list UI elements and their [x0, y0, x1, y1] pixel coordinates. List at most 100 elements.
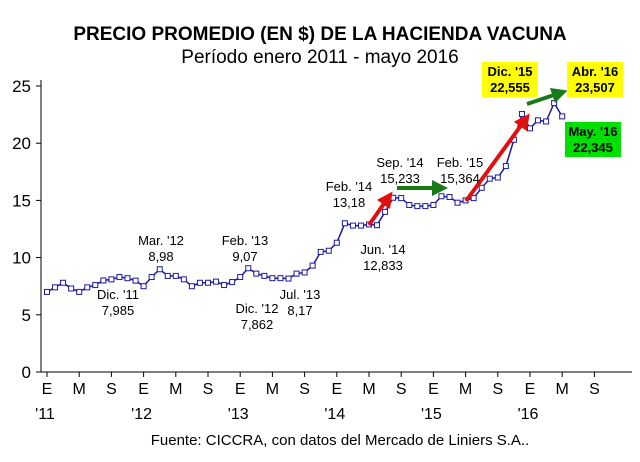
x-tick-label: M	[362, 381, 375, 398]
data-point	[44, 288, 50, 295]
data-point	[205, 279, 211, 286]
data-point	[470, 195, 477, 202]
annotation-value: 12,833	[363, 258, 403, 273]
annotation-label: Dic. '11	[97, 287, 139, 302]
data-point	[301, 269, 308, 276]
annotation-value: 8,98	[148, 249, 173, 264]
data-point	[108, 276, 115, 283]
annotation-label: Abr. '16	[572, 64, 618, 79]
data-point	[454, 199, 461, 206]
x-tick-label: M	[459, 381, 472, 398]
data-point	[237, 274, 244, 281]
data-point	[68, 285, 75, 292]
data-point	[84, 284, 91, 291]
data-point	[277, 275, 284, 282]
x-tick-label: S	[299, 381, 310, 398]
data-point	[438, 193, 445, 200]
annotation-value: 15,364	[440, 171, 480, 186]
data-point	[148, 274, 155, 281]
x-tick-label: M	[73, 381, 86, 398]
data-point	[132, 277, 139, 284]
data-point	[446, 193, 453, 200]
data-point	[333, 239, 340, 246]
y-tick-label: 10	[12, 249, 31, 268]
data-point	[478, 184, 485, 191]
data-point	[156, 266, 163, 273]
data-point	[213, 278, 220, 285]
data-point	[398, 195, 405, 202]
annotation-label: Jul. '13	[280, 287, 321, 302]
y-tick-label: 25	[12, 77, 31, 96]
data-point	[551, 100, 558, 107]
y-tick-label: 20	[12, 134, 31, 153]
annotation-value: 7,985	[102, 303, 135, 318]
annotation-value: 22,555	[490, 80, 530, 95]
annotation-label: May. '16	[568, 124, 617, 139]
annotation-label: Dic. '12	[236, 301, 279, 316]
data-point	[172, 272, 179, 279]
x-tick-label: M	[266, 381, 279, 398]
data-point	[559, 113, 566, 120]
data-point	[414, 203, 421, 210]
data-point	[382, 208, 389, 215]
y-tick-label: 15	[12, 191, 31, 210]
x-tick-label: M	[169, 381, 182, 398]
annotation-value: 8,17	[287, 303, 312, 318]
year-label: '14	[324, 406, 345, 423]
annotation-label: Mar. '12	[138, 233, 184, 248]
data-point	[406, 201, 413, 208]
data-point	[76, 288, 83, 295]
data-point	[309, 262, 316, 269]
x-tick-label: E	[331, 381, 342, 398]
chart-title: PRECIO PROMEDIO (EN $) DE LA HACIENDA VA…	[73, 24, 567, 45]
data-point	[180, 276, 187, 283]
data-point	[100, 277, 107, 284]
trend-arrow	[526, 87, 568, 106]
chart-subtitle: Período enero 2011 - mayo 2016	[181, 47, 459, 68]
annotation-label: Jun. '14	[360, 242, 405, 257]
annotation-label: Dic. '15	[487, 64, 532, 79]
data-point	[518, 110, 525, 117]
data-point	[390, 194, 397, 201]
year-label: '13	[228, 406, 249, 423]
data-point	[543, 118, 550, 125]
x-tick-label: S	[589, 381, 600, 398]
annotation-label: Feb. '14	[326, 179, 373, 194]
data-point	[486, 175, 493, 182]
data-point	[349, 222, 356, 229]
series-line	[46, 101, 563, 293]
x-tick-label: S	[492, 381, 503, 398]
trend-arrow	[464, 113, 530, 203]
data-point	[325, 247, 332, 254]
data-point	[196, 279, 203, 286]
x-tick-label: S	[106, 381, 117, 398]
x-tick-label: E	[428, 381, 439, 398]
data-point	[422, 203, 429, 210]
annotation-value: 9,07	[232, 249, 257, 264]
data-point	[269, 275, 276, 282]
y-tick-label: 5	[22, 306, 31, 325]
data-point	[164, 272, 171, 279]
year-label: '16	[518, 406, 539, 423]
data-point	[116, 274, 123, 281]
data-point	[60, 279, 67, 286]
annotation-box	[567, 62, 623, 97]
x-tick-label: S	[396, 381, 407, 398]
data-point	[245, 265, 252, 272]
annotation-value: 22,345	[573, 140, 613, 155]
data-point	[92, 282, 99, 289]
x-tick-label: E	[42, 381, 53, 398]
data-point	[494, 174, 501, 181]
annotation-box	[565, 122, 621, 157]
x-tick-label: M	[556, 381, 569, 398]
data-point	[357, 222, 364, 229]
data-point	[535, 117, 542, 124]
data-point	[293, 270, 300, 277]
data-point	[140, 283, 147, 290]
data-point	[527, 125, 533, 132]
source-note: Fuente: CICCRA, con datos del Mercado de…	[150, 432, 530, 449]
data-point	[221, 282, 228, 289]
data-point	[229, 279, 236, 286]
year-label: '15	[421, 406, 442, 423]
